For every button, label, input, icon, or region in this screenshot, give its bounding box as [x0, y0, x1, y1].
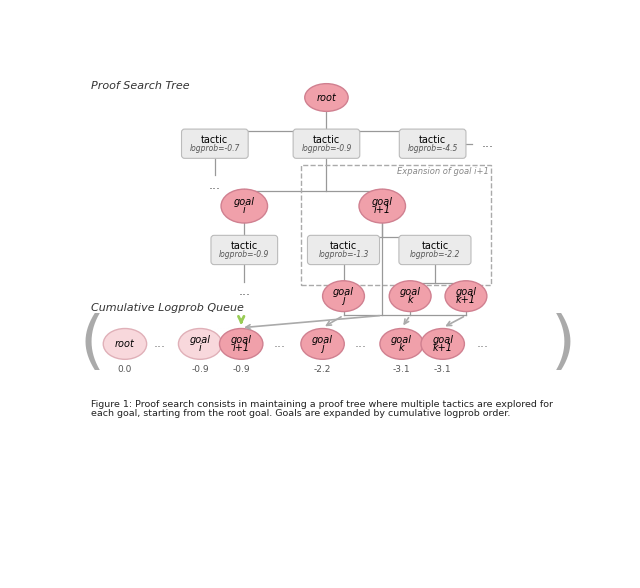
Ellipse shape: [179, 329, 222, 359]
Ellipse shape: [389, 281, 431, 312]
Text: i: i: [243, 205, 246, 215]
Text: goal: goal: [333, 288, 354, 298]
Text: ...: ...: [355, 338, 367, 350]
Text: goal: goal: [456, 288, 476, 298]
Text: ...: ...: [477, 338, 489, 350]
Bar: [301, 165, 491, 285]
Text: -3.1: -3.1: [393, 365, 410, 374]
Text: tactic: tactic: [421, 241, 449, 251]
Text: logprob=-2.2: logprob=-2.2: [410, 250, 460, 259]
Text: goal: goal: [189, 335, 211, 345]
Text: goal: goal: [432, 335, 453, 345]
Text: tactic: tactic: [230, 241, 258, 251]
FancyBboxPatch shape: [293, 129, 360, 158]
Text: logprob=-4.5: logprob=-4.5: [408, 144, 458, 153]
Text: ...: ...: [209, 179, 221, 192]
Text: ): ): [551, 313, 576, 375]
Ellipse shape: [220, 329, 263, 359]
FancyBboxPatch shape: [399, 235, 471, 265]
Text: logprob=-0.9: logprob=-0.9: [219, 250, 269, 259]
Text: i: i: [199, 343, 202, 353]
Text: root: root: [115, 339, 135, 349]
Text: goal: goal: [391, 335, 412, 345]
Ellipse shape: [221, 189, 268, 223]
Ellipse shape: [380, 329, 423, 359]
Text: Proof Search Tree: Proof Search Tree: [91, 81, 189, 91]
Text: ...: ...: [481, 137, 493, 150]
Text: goal: goal: [312, 335, 333, 345]
FancyBboxPatch shape: [182, 129, 248, 158]
FancyBboxPatch shape: [211, 235, 278, 265]
Ellipse shape: [421, 329, 465, 359]
Ellipse shape: [301, 329, 344, 359]
Text: goal: goal: [230, 335, 252, 345]
Text: j: j: [321, 343, 324, 353]
Text: -2.2: -2.2: [314, 365, 332, 374]
Text: j: j: [342, 295, 345, 305]
Text: tactic: tactic: [313, 135, 340, 145]
Text: ...: ...: [154, 338, 166, 350]
Text: -3.1: -3.1: [434, 365, 451, 374]
Ellipse shape: [103, 329, 147, 359]
Text: k+1: k+1: [433, 343, 452, 353]
Text: logprob=-1.3: logprob=-1.3: [318, 250, 369, 259]
Text: k+1: k+1: [456, 295, 476, 305]
Text: k: k: [399, 343, 404, 353]
Text: tactic: tactic: [419, 135, 446, 145]
Text: ...: ...: [274, 338, 286, 350]
Ellipse shape: [445, 281, 487, 312]
Text: logprob=-0.7: logprob=-0.7: [189, 144, 240, 153]
Text: (: (: [80, 313, 105, 375]
FancyBboxPatch shape: [307, 235, 380, 265]
Text: k: k: [407, 295, 413, 305]
Text: tactic: tactic: [330, 241, 357, 251]
Text: tactic: tactic: [201, 135, 228, 145]
Text: each goal, starting from the root goal. Goals are expanded by cumulative logprob: each goal, starting from the root goal. …: [91, 409, 510, 418]
Ellipse shape: [323, 281, 364, 312]
Text: Expansion of goal i+1: Expansion of goal i+1: [397, 167, 489, 176]
Text: -0.9: -0.9: [191, 365, 209, 374]
Text: goal: goal: [399, 288, 420, 298]
Text: goal: goal: [372, 197, 393, 207]
FancyBboxPatch shape: [399, 129, 466, 158]
Ellipse shape: [359, 189, 406, 223]
Text: i+1: i+1: [232, 343, 250, 353]
Text: 0.0: 0.0: [118, 365, 132, 374]
Text: ...: ...: [238, 285, 250, 298]
Text: Figure 1: Proof search consists in maintaining a proof tree where multiple tacti: Figure 1: Proof search consists in maint…: [91, 400, 553, 409]
Text: logprob=-0.9: logprob=-0.9: [301, 144, 351, 153]
Text: root: root: [317, 92, 337, 102]
Text: goal: goal: [234, 197, 255, 207]
Ellipse shape: [305, 83, 348, 111]
Text: i+1: i+1: [374, 205, 391, 215]
Text: -0.9: -0.9: [232, 365, 250, 374]
Text: Cumulative Logprob Queue: Cumulative Logprob Queue: [91, 303, 244, 313]
